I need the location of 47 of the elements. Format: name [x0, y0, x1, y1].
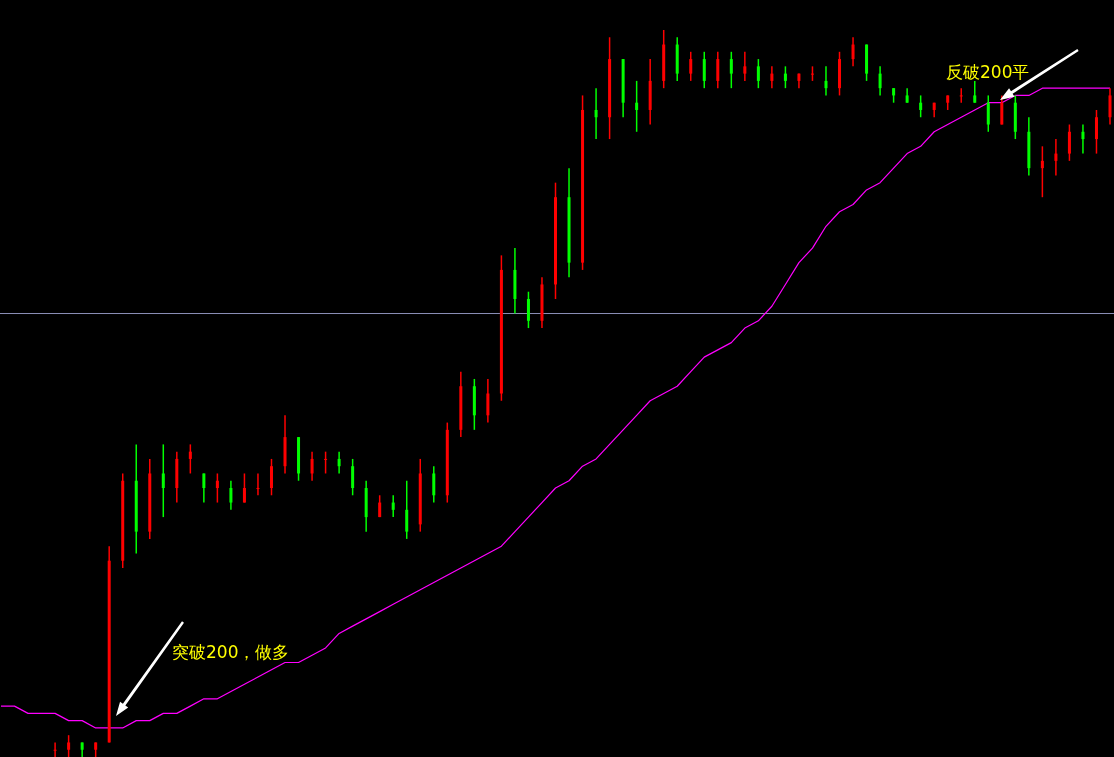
candlestick [161, 443, 165, 518]
candlestick [594, 87, 598, 140]
candlestick [716, 51, 720, 89]
candlestick [432, 465, 436, 504]
candlestick [242, 472, 246, 504]
candlestick [1094, 109, 1098, 155]
annotation: 突破200，做多 [172, 642, 290, 662]
candlestick [973, 80, 977, 104]
candlestick [337, 450, 341, 475]
candlestick [783, 65, 787, 89]
candlestick [770, 65, 774, 89]
candlestick [919, 94, 923, 118]
candlestick [1108, 87, 1112, 126]
candlestick [405, 479, 409, 540]
candlestick [1054, 138, 1058, 177]
candlestick [689, 51, 693, 82]
candlestick [756, 58, 760, 89]
candlestick [53, 741, 57, 757]
candlestick [1067, 123, 1071, 162]
candlestick [269, 458, 273, 497]
candlestick [67, 734, 71, 757]
candlestick [986, 94, 990, 133]
candlestick [256, 472, 260, 497]
candlestick [1040, 145, 1044, 198]
candlestick [743, 51, 747, 82]
candlestick [1081, 123, 1085, 155]
candlestick [838, 51, 842, 97]
candlestick [486, 378, 490, 424]
candlestick [202, 472, 206, 504]
candlestick [215, 472, 219, 504]
candlestick [351, 458, 355, 497]
candlestick [729, 51, 733, 89]
candlestick [878, 65, 882, 97]
candlestick [851, 36, 855, 68]
candlestick [824, 65, 828, 97]
candlestick [229, 479, 233, 511]
candlestick [635, 80, 639, 133]
candlestick [310, 450, 314, 482]
candlestick [391, 494, 395, 518]
candlestick [959, 87, 963, 104]
candlestick [526, 290, 530, 329]
candlestick [324, 450, 328, 475]
candlestick [1000, 94, 1004, 126]
candlestick [554, 181, 557, 300]
candlestick [188, 443, 192, 475]
candlestick [702, 51, 706, 89]
annotation: 反破200平 [946, 62, 1030, 82]
